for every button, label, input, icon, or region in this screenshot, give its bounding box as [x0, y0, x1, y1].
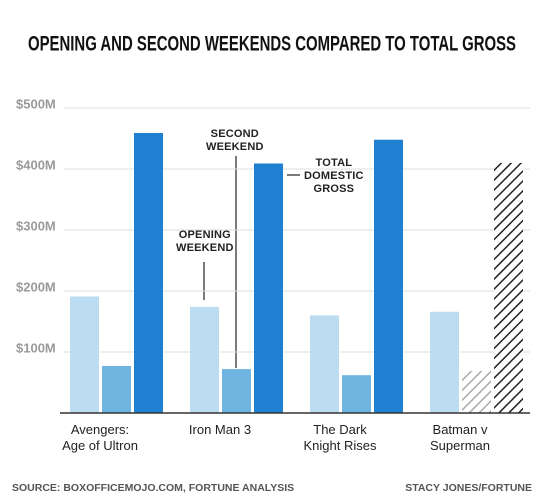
- bar: [134, 133, 163, 413]
- legend-annotation: TOTAL DOMESTIC GROSS: [304, 157, 364, 195]
- y-tick-label: $400M: [16, 157, 56, 172]
- y-tick-label: $100M: [16, 340, 56, 355]
- bar: [310, 315, 339, 413]
- legend-annotation: SECOND WEEKEND: [206, 128, 264, 153]
- x-tick-label: Batman v Superman: [430, 422, 490, 453]
- bar: [254, 163, 283, 413]
- credit: STACY JONES/FORTUNE: [405, 482, 532, 494]
- x-tick-label: Avengers: Age of Ultron: [62, 422, 138, 453]
- source: SOURCE: BOXOFFICEMOJO.COM, FORTUNE ANALY…: [12, 482, 294, 494]
- y-tick-label: $500M: [16, 96, 56, 111]
- chart-title: OPENING AND SECOND WEEKENDS COMPARED TO …: [28, 33, 516, 56]
- bar: [430, 311, 459, 413]
- x-tick-label: The Dark Knight Rises: [303, 422, 377, 453]
- bar: [190, 306, 219, 413]
- bar: [70, 296, 99, 413]
- bar: [342, 375, 371, 413]
- y-tick-label: $200M: [16, 279, 56, 294]
- x-tick-label: Iron Man 3: [188, 422, 252, 437]
- bar: [102, 366, 131, 413]
- legend-annotation: OPENING WEEKEND: [176, 229, 234, 254]
- bar: [374, 139, 403, 413]
- bar: [494, 162, 523, 413]
- bar: [462, 370, 491, 413]
- y-tick-label: $300M: [16, 218, 56, 233]
- bar: [222, 369, 251, 413]
